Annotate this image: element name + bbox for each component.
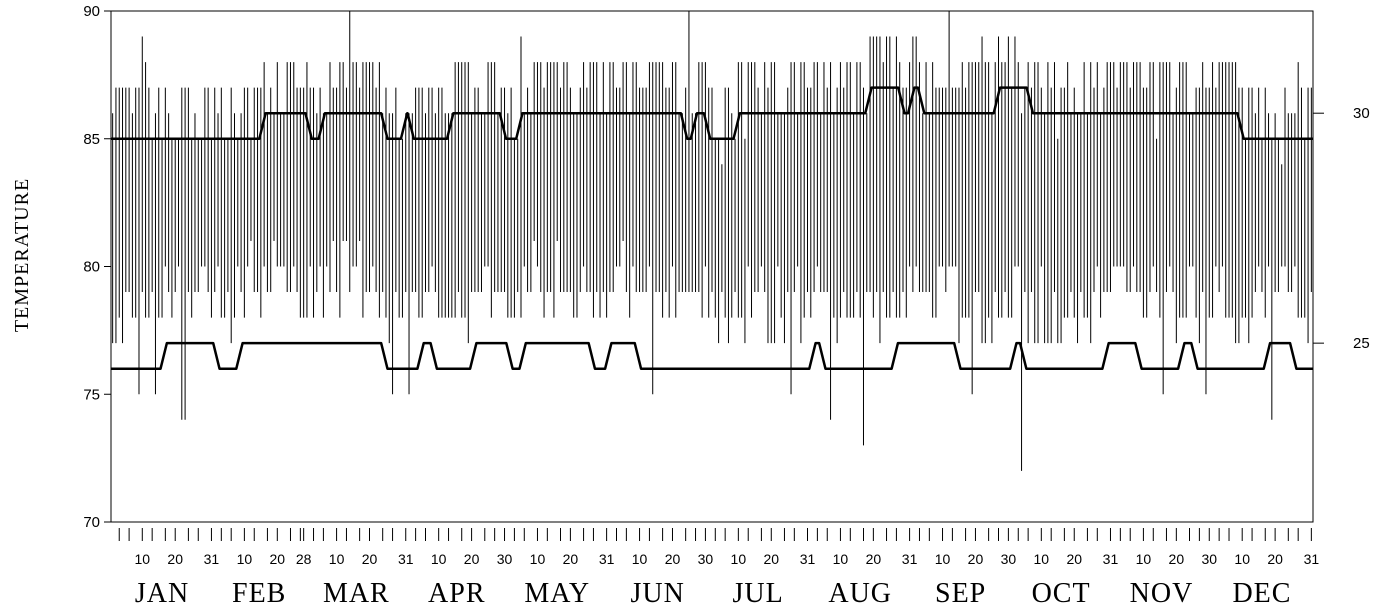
x-day-label: 20 (1267, 551, 1283, 567)
y-tick-label: 85 (83, 131, 100, 148)
x-day-label: 31 (398, 551, 414, 567)
x-month-label: MAY (524, 578, 590, 609)
x-day-label: 20 (763, 551, 779, 567)
x-month-label: FEB (232, 578, 286, 609)
x-day-label: 20 (167, 551, 183, 567)
x-day-label: 10 (935, 551, 951, 567)
x-month-label: OCT (1032, 578, 1091, 609)
x-day-label: 20 (270, 551, 286, 567)
y-axis-label: TEMPERATURE (11, 178, 33, 332)
x-day-label: 31 (204, 551, 220, 567)
x-day-label: 10 (1034, 551, 1050, 567)
y2-tick-label: 30 (1353, 105, 1370, 122)
x-day-label: 31 (902, 551, 918, 567)
x-month-label: SEP (935, 578, 986, 609)
x-day-label: 10 (134, 551, 150, 567)
y2-tick-label: 25 (1353, 335, 1370, 352)
x-month-label: JAN (135, 578, 189, 609)
x-day-label: 20 (563, 551, 579, 567)
x-day-label: 30 (1001, 551, 1017, 567)
y-tick-label: 90 (83, 3, 100, 20)
x-month-label: NOV (1130, 578, 1194, 609)
x-day-label: 20 (968, 551, 984, 567)
x-day-label: 10 (731, 551, 747, 567)
x-day-label: 10 (329, 551, 345, 567)
y-tick-label: 70 (83, 514, 100, 531)
x-month-label: JUL (732, 578, 783, 609)
x-day-label: 31 (1304, 551, 1320, 567)
x-day-label: 31 (800, 551, 816, 567)
x-day-label: 10 (632, 551, 648, 567)
x-month-label: MAR (323, 578, 390, 609)
x-day-label: 20 (665, 551, 681, 567)
x-day-label: 10 (1136, 551, 1152, 567)
y-tick-label: 80 (83, 259, 100, 276)
lower-envelope-line (111, 341, 1313, 370)
x-day-label: 10 (833, 551, 849, 567)
x-day-label: 10 (1234, 551, 1250, 567)
x-month-label: AUG (828, 578, 892, 609)
x-month-label: DEC (1232, 578, 1291, 609)
x-month-label: JUN (630, 578, 684, 609)
x-day-label: 10 (237, 551, 253, 567)
x-day-label: 31 (599, 551, 615, 567)
x-day-label: 20 (464, 551, 480, 567)
y-tick-label: 75 (83, 386, 100, 403)
x-day-label: 30 (497, 551, 513, 567)
x-day-label: 20 (1066, 551, 1082, 567)
x-day-label: 20 (362, 551, 378, 567)
x-day-label: 20 (866, 551, 882, 567)
x-day-label: 31 (1103, 551, 1119, 567)
x-month-label: APR (428, 578, 485, 609)
upper-envelope-line (111, 86, 1313, 140)
x-day-label: 10 (431, 551, 447, 567)
x-day-label: 10 (530, 551, 546, 567)
x-day-label: 28 (296, 551, 312, 567)
x-day-label: 20 (1169, 551, 1185, 567)
x-day-label: 30 (1201, 551, 1217, 567)
x-day-label: 30 (698, 551, 714, 567)
